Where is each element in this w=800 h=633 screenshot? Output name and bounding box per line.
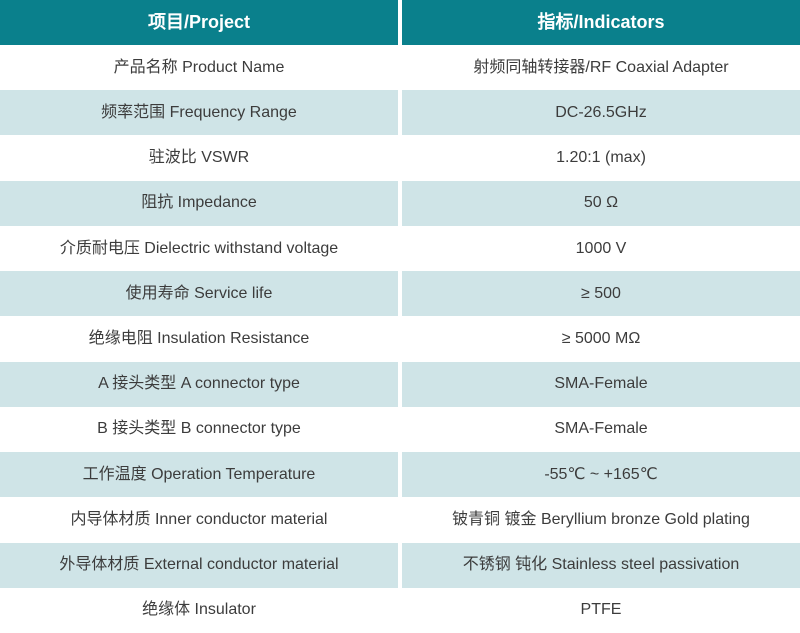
- project-cell: 阻抗 Impedance: [0, 180, 398, 226]
- indicator-cell: 不锈钢 钝化 Stainless steel passivation: [402, 542, 800, 588]
- table-row-external-conductor-material: 外导体材质 External conductor material 不锈钢 钝化…: [0, 542, 800, 588]
- table-row-vswr: 驻波比 VSWR 1.20:1 (max): [0, 135, 800, 181]
- project-cell: 使用寿命 Service life: [0, 271, 398, 317]
- indicator-cell: 射频同轴转接器/RF Coaxial Adapter: [402, 45, 800, 91]
- table-row-frequency-range: 频率范围 Frequency Range DC-26.5GHz: [0, 90, 800, 136]
- project-cell: 绝缘电阻 Insulation Resistance: [0, 316, 398, 362]
- indicator-cell: DC-26.5GHz: [402, 90, 800, 136]
- indicator-cell: 50 Ω: [402, 180, 800, 226]
- project-cell: 介质耐电压 Dielectric withstand voltage: [0, 225, 398, 272]
- table-row-impedance: 阻抗 Impedance 50 Ω: [0, 180, 800, 226]
- table-row-dielectric-voltage: 介质耐电压 Dielectric withstand voltage 1000 …: [0, 225, 800, 272]
- indicator-cell: PTFE: [402, 587, 800, 633]
- indicator-cell: SMA-Female: [402, 361, 800, 407]
- indicator-cell: ≥ 500: [402, 271, 800, 317]
- table-row-b-connector-type: B 接头类型 B connector type SMA-Female: [0, 406, 800, 453]
- project-cell: 绝缘体 Insulator: [0, 587, 398, 633]
- project-cell: 外导体材质 External conductor material: [0, 542, 398, 588]
- indicator-cell: SMA-Female: [402, 406, 800, 453]
- indicator-cell: 1000 V: [402, 225, 800, 272]
- table-row-operation-temperature: 工作温度 Operation Temperature -55℃ ~ +165℃: [0, 452, 800, 498]
- project-cell: A 接头类型 A connector type: [0, 361, 398, 407]
- header-project: 项目/Project: [0, 0, 398, 45]
- indicator-cell: ≥ 5000 MΩ: [402, 316, 800, 362]
- table-header-row: 项目/Project 指标/Indicators: [0, 0, 800, 45]
- project-cell: 频率范围 Frequency Range: [0, 90, 398, 136]
- project-cell: B 接头类型 B connector type: [0, 406, 398, 453]
- indicator-cell: -55℃ ~ +165℃: [402, 452, 800, 498]
- indicator-cell: 1.20:1 (max): [402, 135, 800, 181]
- header-indicator: 指标/Indicators: [402, 0, 800, 45]
- table-row-service-life: 使用寿命 Service life ≥ 500: [0, 271, 800, 317]
- table-row-inner-conductor-material: 内导体材质 Inner conductor material 铍青铜 镀金 Be…: [0, 497, 800, 543]
- indicator-cell: 铍青铜 镀金 Beryllium bronze Gold plating: [402, 497, 800, 543]
- project-cell: 驻波比 VSWR: [0, 135, 398, 181]
- table-row-product-name: 产品名称 Product Name 射频同轴转接器/RF Coaxial Ada…: [0, 45, 800, 91]
- table-row-insulator: 绝缘体 Insulator PTFE: [0, 587, 800, 633]
- table-row-insulation-resistance: 绝缘电阻 Insulation Resistance ≥ 5000 MΩ: [0, 316, 800, 362]
- project-cell: 工作温度 Operation Temperature: [0, 452, 398, 498]
- project-cell: 产品名称 Product Name: [0, 45, 398, 91]
- table-row-a-connector-type: A 接头类型 A connector type SMA-Female: [0, 361, 800, 407]
- project-cell: 内导体材质 Inner conductor material: [0, 497, 398, 543]
